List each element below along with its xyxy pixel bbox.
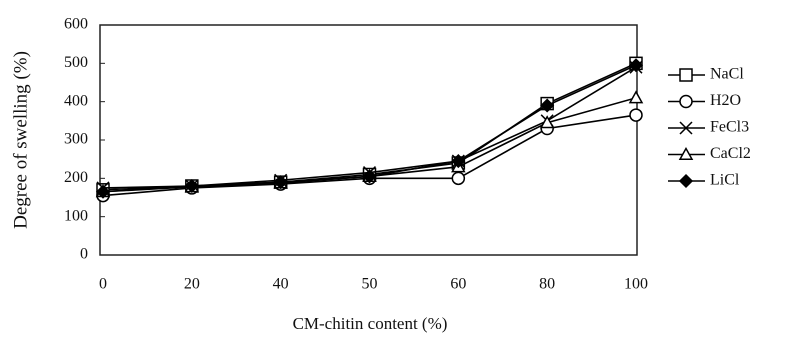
x-tick-label: 60 [450,276,466,293]
marker [95,184,111,199]
marker [629,108,643,122]
legend-label: LiCl [710,172,740,189]
legend-marker [679,121,693,135]
legend-marker [679,68,693,82]
x-tick-label: 80 [539,276,555,293]
plot-frame [99,24,638,256]
marker [451,154,466,169]
legend-marker [679,94,693,109]
y-tick-label: 600 [64,16,88,33]
marker [273,175,288,190]
legend-label: NaCl [710,66,744,83]
x-axis-title: CM-chitin content (%) [293,314,448,333]
legend-marker [678,173,694,189]
y-tick-label: 300 [64,131,88,148]
marker [540,98,555,113]
x-tick-label: 0 [99,276,107,293]
legend-label: H2O [710,92,741,109]
legend-marker [678,146,694,161]
x-tick-label: 100 [624,276,648,293]
marker [451,171,466,186]
legend-label: FeCl3 [710,119,749,136]
y-tick-label: 100 [64,207,88,224]
marker [539,115,555,129]
y-tick-label: 400 [64,92,88,109]
x-tick-label: 40 [273,276,289,293]
marker [362,169,377,184]
legend-label: CaCl2 [710,145,751,162]
marker [184,178,199,194]
marker [628,58,644,73]
x-tick-label: 20 [184,276,200,293]
y-tick-label: 0 [80,246,88,263]
y-tick-label: 200 [64,169,88,186]
marker [628,90,644,104]
y-axis-title: Degree of swelling (%) [10,51,31,229]
y-tick-label: 500 [64,54,88,71]
x-tick-label: 50 [362,276,378,293]
